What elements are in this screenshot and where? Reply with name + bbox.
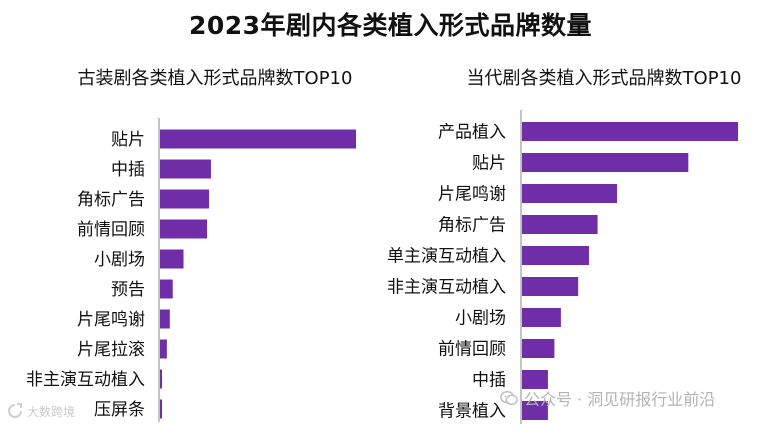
chart-right-bar bbox=[522, 246, 589, 265]
watermark-left-text: 大数跨境 bbox=[27, 404, 76, 419]
main-title: 2023年剧内各类植入形式品牌数量 bbox=[188, 11, 593, 40]
chart-right-bar bbox=[522, 215, 598, 234]
chart-left-bar bbox=[160, 309, 170, 329]
chart-right-title: 当代剧各类植入形式品牌数TOP10 bbox=[467, 68, 742, 89]
chart-left-category-label: 小剧场 bbox=[94, 250, 145, 270]
chart-left-category-label: 角标广告 bbox=[77, 190, 145, 210]
chart-left: 古装剧各类植入形式品牌数TOP10 贴片中插角标广告前情回顾小剧场预告片尾鸣谢片尾… bbox=[26, 68, 356, 422]
chart-left-category-label: 前情回顾 bbox=[77, 220, 145, 240]
chart-right-category-label: 贴片 bbox=[472, 154, 506, 174]
chart-right-category-label: 产品植入 bbox=[438, 123, 506, 143]
chart-left-bar bbox=[160, 339, 167, 359]
chart-right-bar bbox=[522, 308, 561, 327]
chart-right-category-label: 片尾鸣谢 bbox=[438, 185, 506, 205]
chart-left-category-label: 贴片 bbox=[111, 130, 145, 150]
watermark-right-text: 公众号 · 洞见研报行业前沿 bbox=[524, 390, 716, 409]
chart-right-bar bbox=[522, 153, 689, 172]
watermark-logo-icon bbox=[8, 403, 22, 418]
chart-left-category-label: 压屏条 bbox=[94, 400, 145, 420]
chart-left-category-label: 非主演互动植入 bbox=[26, 370, 145, 390]
chart-left-bar bbox=[160, 129, 356, 149]
chart-right-bar bbox=[522, 184, 618, 203]
chart-right-category-label: 小剧场 bbox=[455, 309, 506, 329]
chart-left-bar bbox=[160, 279, 173, 299]
chart-right-category-label: 前情回顾 bbox=[438, 340, 506, 360]
chart-right-category-label: 角标广告 bbox=[438, 216, 506, 236]
chart-right-category-label: 背景植入 bbox=[438, 402, 506, 422]
chart-left-category-label: 中插 bbox=[111, 160, 145, 180]
chart-left-category-label: 片尾拉滚 bbox=[77, 340, 145, 360]
chart-left-bar bbox=[160, 369, 162, 389]
chart-right-bar bbox=[522, 370, 548, 389]
wechat-icon bbox=[500, 390, 518, 406]
watermark-left: 大数跨境 bbox=[6, 402, 75, 420]
chart-left-title: 古装剧各类植入形式品牌数TOP10 bbox=[78, 68, 353, 89]
chart-left-category-label: 预告 bbox=[111, 280, 145, 300]
chart-left-bar bbox=[160, 159, 211, 179]
chart-left-bar bbox=[160, 189, 209, 209]
watermark-right: 公众号 · 洞见研报行业前沿 bbox=[500, 386, 715, 410]
chart-right-bar bbox=[522, 277, 579, 296]
chart-left-bar bbox=[160, 399, 162, 419]
chart-right-bar bbox=[522, 122, 738, 141]
chart-left-category-label: 片尾鸣谢 bbox=[77, 310, 145, 330]
chart-left-bar bbox=[160, 249, 184, 269]
chart-left-bar bbox=[160, 219, 208, 239]
chart-right-bar bbox=[522, 339, 555, 358]
chart-right: 当代剧各类植入形式品牌数TOP10 产品植入贴片片尾鸣谢角标广告单主演互动植入非主… bbox=[387, 68, 741, 424]
chart-right-category-label: 非主演互动植入 bbox=[387, 278, 506, 298]
chart-right-category-label: 单主演互动植入 bbox=[387, 247, 506, 267]
chart-right-category-label: 中插 bbox=[472, 371, 506, 391]
chart-right-bar bbox=[522, 401, 548, 420]
